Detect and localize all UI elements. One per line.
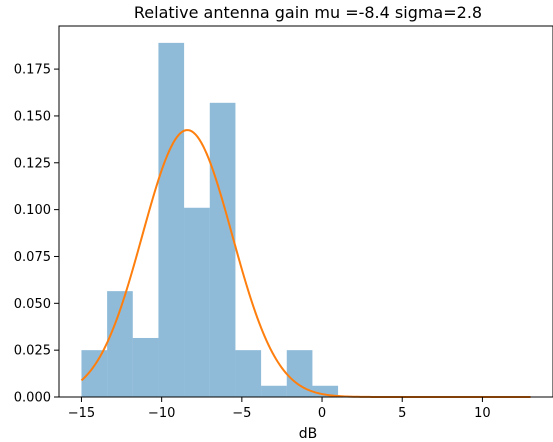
y-tick-label: 0.025	[14, 344, 51, 359]
x-tick-label: 10	[474, 406, 491, 421]
histogram-bars	[81, 43, 338, 397]
chart-title: Relative antenna gain mu =-8.4 sigma=2.8	[134, 3, 482, 22]
x-tick-label: −5	[232, 406, 251, 421]
x-axis: −15 −10 −5 0 5 10	[68, 397, 491, 421]
histogram-bar	[81, 350, 107, 397]
y-tick-label: 0.175	[14, 63, 51, 78]
histogram-bar	[235, 350, 261, 397]
histogram-bar	[210, 103, 236, 397]
y-tick-label: 0.000	[14, 391, 51, 406]
x-tick-label: −10	[148, 406, 175, 421]
y-tick-label: 0.150	[14, 109, 51, 124]
y-tick-label: 0.075	[14, 250, 51, 265]
y-tick-label: 0.050	[14, 297, 51, 312]
histogram-bar	[158, 43, 184, 397]
x-tick-label: −15	[68, 406, 95, 421]
histogram-bar	[107, 291, 133, 397]
histogram-bar	[261, 386, 287, 397]
y-tick-label: 0.125	[14, 156, 51, 171]
histogram-bar	[133, 338, 159, 397]
x-axis-label: dB	[299, 426, 318, 442]
x-tick-label: 0	[318, 406, 326, 421]
y-axis: 0.000 0.025 0.050 0.075 0.100 0.125 0.150 0.175	[14, 63, 59, 406]
x-tick-label: 5	[398, 406, 406, 421]
histogram-bar	[184, 208, 210, 397]
y-tick-label: 0.100	[14, 203, 51, 218]
